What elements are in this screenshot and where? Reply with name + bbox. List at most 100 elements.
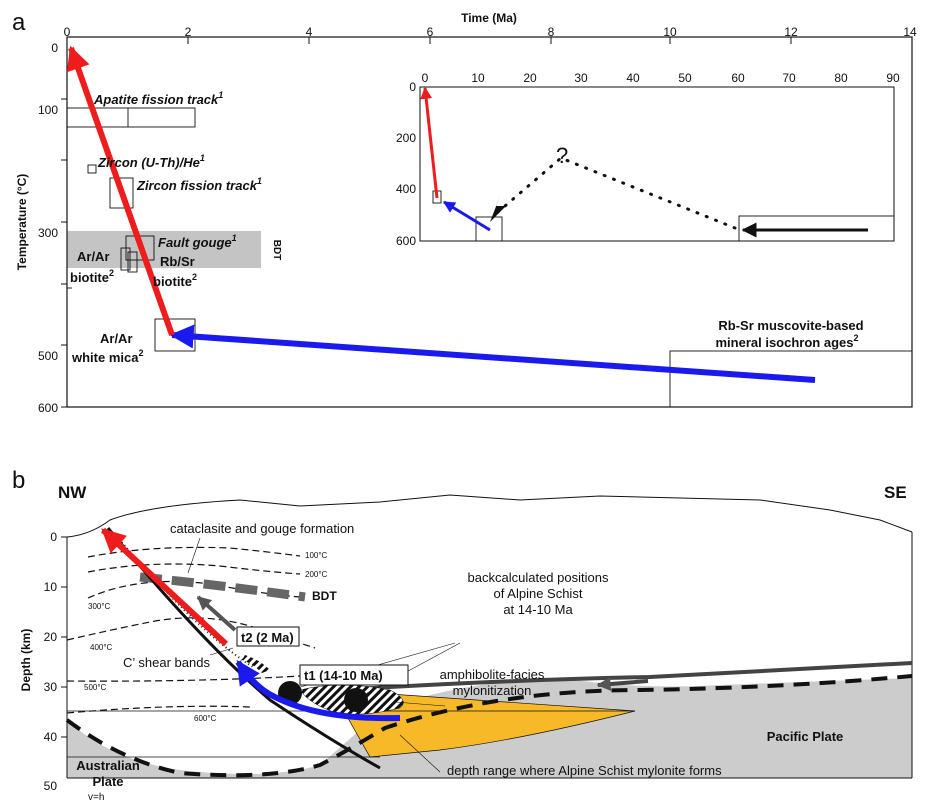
ar-biotite-label-1: Ar/Ar [77, 249, 110, 264]
y-ticks: 0 100 300 500 600 [38, 41, 67, 415]
depth-tick: 50 [44, 779, 58, 793]
y-tick-label: 0 [51, 41, 58, 55]
vh-label: v=h [88, 792, 104, 803]
inset-x-tick: 40 [626, 71, 640, 85]
red-exhumation-arrow [66, 45, 175, 336]
zircon-ft-box [109, 177, 134, 209]
shear-sense-arrow [596, 677, 649, 691]
depth-axis-title: Depth (km) [19, 629, 33, 692]
white-mica-label-2: white mica2 [71, 348, 143, 365]
inset-question-mark: ? [556, 143, 568, 168]
inset-mid-box [475, 216, 503, 242]
apatite-label: Apatite fission track1 [93, 90, 223, 107]
inset-x-tick: 30 [574, 71, 588, 85]
blue-cooling-arrow [169, 324, 816, 383]
se-label: SE [884, 483, 907, 502]
x-ticks: 0 2 4 6 8 10 12 14 [64, 25, 917, 44]
isotherm-600 [66, 705, 251, 714]
inset-x-tick: 50 [678, 71, 692, 85]
amphibolite-label-2: mylonitization [453, 683, 532, 698]
pacific-plate-label: Pacific Plate [767, 729, 844, 744]
t1-label: t1 (14-10 Ma) [304, 668, 383, 683]
x-tick-label: 14 [903, 25, 917, 39]
inset-y-tick: 600 [396, 234, 416, 248]
x-tick-label: 12 [784, 25, 798, 39]
blue-path-arrow-b [235, 659, 401, 722]
bdt-label-b: BDT [312, 589, 337, 603]
isotherm-200 [87, 563, 301, 575]
x-tick-label: 10 [663, 25, 677, 39]
t1-box [299, 664, 409, 686]
depth-tick: 20 [44, 630, 58, 644]
panel-b-label: b [12, 467, 25, 494]
bdt-band-label: BDT [271, 240, 282, 261]
depth-tick: 0 [50, 530, 57, 544]
x-tick-label: 0 [64, 25, 71, 39]
isotherm-label: 400°C [90, 643, 113, 652]
inset-x-tick: 60 [731, 71, 745, 85]
cataclasite-zone [113, 532, 256, 669]
inset-plot: 0 10 20 30 40 50 60 70 80 90 0 200 400 6… [396, 71, 900, 248]
rb-sr-label-1: Rb/Sr [160, 254, 195, 269]
inset-y-tick: 0 [409, 80, 416, 94]
zircon-ft-label: Zircon fission track1 [136, 176, 262, 193]
isotherm-label: 600°C [194, 714, 217, 723]
backcalc-label-2: of Alpine Schist [494, 586, 583, 601]
inset-frame [419, 86, 895, 242]
rb-sr-label-2: biotite2 [153, 272, 197, 289]
bdt-band [67, 231, 261, 268]
isotherm-label: 100°C [305, 551, 328, 560]
cataclasite-label: cataclasite and gouge formation [170, 521, 354, 536]
shear-zone-line [339, 661, 913, 692]
ar-biotite-box [120, 247, 131, 271]
ar-biotite-label-2: biotite2 [70, 268, 114, 285]
amphibolite-label-1: amphibolite-facies [440, 667, 545, 682]
x-axis-title: Time (Ma) [461, 11, 517, 25]
panel-a: a Time (Ma) BDT 0 2 4 6 8 10 12 14 Tempe [12, 9, 917, 415]
depth-tick: 40 [44, 730, 58, 744]
depth-ticks: 0 10 20 30 40 50 [44, 530, 67, 793]
inset-blue-arrow [442, 200, 491, 232]
isotherm-500 [66, 675, 301, 682]
australian-plate-label-2: Plate [92, 774, 123, 789]
inset-x-tick: 20 [523, 71, 537, 85]
y-axis-title: Temperature (°C) [15, 174, 29, 271]
backcalc-label-3: at 14-10 Ma [503, 602, 573, 617]
y-tick-label: 500 [38, 349, 58, 363]
australian-plate-label-1: Australian [76, 758, 140, 773]
red-path-arrow-b [100, 527, 229, 647]
x-tick-label: 8 [548, 25, 555, 39]
y-tick-label: 300 [38, 226, 58, 240]
x-tick-label: 4 [306, 25, 313, 39]
muscovite-label-1: Rb-Sr muscovite-based [718, 318, 863, 333]
fault-gouge-label: Fault gouge1 [158, 233, 237, 250]
panel-b: b NW SE Depth (km) 0 10 20 30 40 50 [12, 467, 913, 803]
panel-a-label: a [12, 9, 26, 36]
schist-wedge [331, 689, 636, 758]
inset-x-tick: 0 [422, 71, 429, 85]
schist-position-marker [344, 688, 368, 712]
zircon-he-label: Zircon (U-Th)/He1 [97, 153, 205, 170]
inset-dotted-arrowhead [490, 196, 506, 222]
inset-y-tick: 400 [396, 182, 416, 196]
age-boxes [66, 107, 913, 408]
inset-right-box [738, 215, 895, 242]
isotherm-label: 500°C [84, 683, 107, 692]
y-tick-label: 600 [38, 401, 58, 415]
inset-x-tick: 90 [886, 71, 900, 85]
depth-range-label: depth range where Alpine Schist mylonite… [447, 763, 722, 778]
rb-sr-box [127, 251, 138, 273]
inset-red-arrow [420, 86, 439, 199]
apatite-box [66, 107, 196, 128]
inset-y-tick: 200 [396, 131, 416, 145]
x-tick-label: 2 [185, 25, 192, 39]
inset-x-tick: 70 [782, 71, 796, 85]
depth-tick: 10 [44, 580, 58, 594]
muscovite-label-2: mineral isochron ages2 [715, 333, 858, 350]
plate-boundary [65, 674, 913, 778]
inset-x-tick: 80 [834, 71, 848, 85]
t2-label: t2 (2 Ma) [241, 630, 294, 645]
zircon-he-box [87, 164, 97, 174]
isotherm-label: 300°C [88, 602, 111, 611]
